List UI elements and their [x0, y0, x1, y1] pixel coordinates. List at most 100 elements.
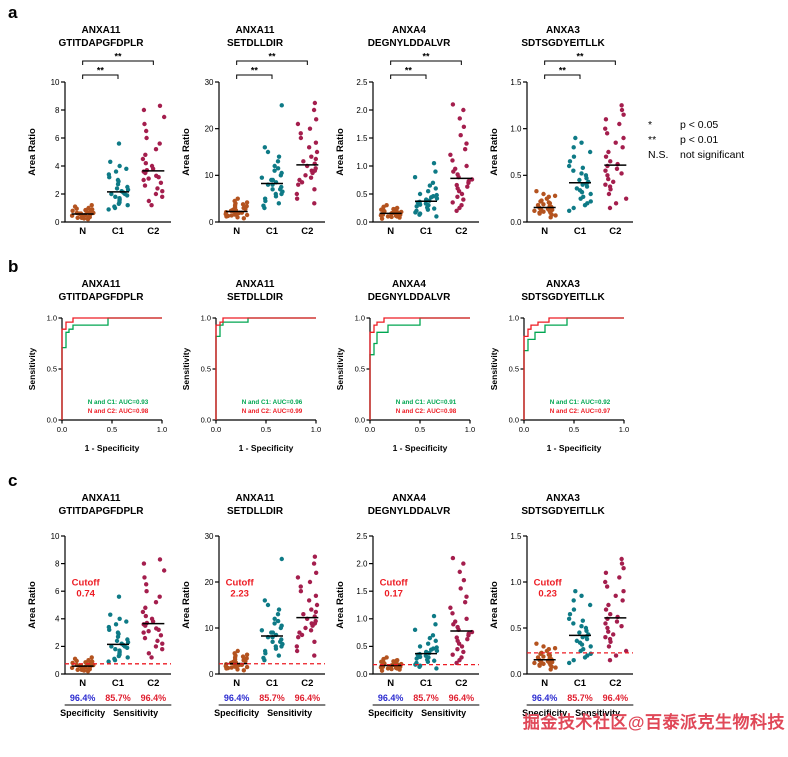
points-C1 [106, 594, 131, 664]
peptide-sequence: DEGNYLDDALVR [367, 292, 451, 303]
protein-name: ANXA4 [392, 279, 426, 290]
x-category-label: C1 [574, 226, 587, 237]
points-N [378, 203, 404, 221]
protein-name: ANXA3 [546, 25, 580, 36]
x-category-label: C1 [574, 678, 587, 689]
y-axis-label: Sensitivity [27, 347, 37, 390]
roc-plot: 0.0 0.5 1.0 0.0 0.5 1.0 Sensitivity 1 - Specifi… [335, 314, 475, 454]
x-tick-label: 1.0 [311, 425, 321, 434]
points-C1 [259, 103, 285, 211]
sensitivity-label: Sensitivity [421, 708, 466, 718]
dot-plot: 0 10 20 30 Area Ratio N C1 C2 ** ** [181, 52, 325, 237]
significance-label: ** [422, 52, 430, 62]
panel-b-charts-row: ANXA11 GTITDAPGFDPLR 0.0 0.5 1.0 0.0 0.5 1.0 S… [0, 276, 788, 454]
x-tick-label: 0.0 [57, 425, 67, 434]
points-C2 [448, 102, 475, 213]
y-tick-label: 0.5 [201, 365, 211, 374]
y-tick-label: 10 [205, 624, 214, 633]
y-tick-label: 0.0 [201, 416, 211, 425]
cutoff-label: Cutoff [380, 578, 409, 589]
legend-symbol: N.S. [648, 149, 669, 161]
points-C1 [259, 556, 285, 663]
axes [215, 535, 325, 675]
chart-title: ANXA4 DEGNYLDDALVR [332, 492, 486, 520]
y-axis-label: Area Ratio [489, 581, 500, 629]
y-tick-label: 1.0 [510, 578, 522, 587]
x-axis-label: 1 - Specificity [393, 443, 448, 453]
panel-b-roc-anxa4-degnylddalvr: ANXA4 DEGNYLDDALVR 0.0 0.5 1.0 0.0 0.5 1.0 Sen… [332, 276, 486, 454]
points-C2 [448, 555, 475, 666]
y-axis-label: Area Ratio [27, 128, 38, 176]
protein-name: ANXA11 [81, 279, 121, 290]
x-category-label: C1 [266, 226, 279, 237]
x-category-label: C2 [301, 226, 313, 237]
cutoff-value: 0.17 [384, 589, 403, 600]
specificity-value: 96.4% [224, 693, 250, 703]
peptide-sequence: SETDLLDIR [226, 38, 284, 49]
protein-name: ANXA11 [81, 25, 121, 36]
x-axis-label: 1 - Specificity [547, 443, 602, 453]
y-axis-label: Sensitivity [489, 347, 499, 390]
x-category-label: C2 [609, 678, 621, 689]
auc-label: N and C1: AUC=0.91 [396, 399, 457, 406]
sensitivity-value-c1: 85.7% [259, 693, 285, 703]
y-tick-label: 1.5 [510, 78, 522, 87]
panel-c-chart-anxa3-sdtsgdyeitllk: ANXA3 SDTSGDYEITLLK 0.0 0.5 1.0 1.5 Area Rat… [486, 490, 640, 728]
sensitivity-label: Sensitivity [267, 708, 312, 718]
auc-label: N and C2: AUC=0.99 [242, 408, 303, 415]
x-tick-label: 0.5 [415, 425, 425, 434]
dot-plot: 0.0 0.5 1.0 1.5 Area Ratio N C1 C2 ** ** [489, 52, 633, 237]
panel-b-label: b [8, 257, 19, 276]
legend-text: p < 0.05 [680, 119, 719, 131]
panel-a-chart-anxa11-gtitdapgfdplr: ANXA11 GTITDAPGFDPLR 0 2 4 6 8 10 Area Ratio N C… [24, 22, 178, 242]
sensitivity-value-c1: 85.7% [567, 693, 593, 703]
y-tick-label: 0.5 [355, 365, 365, 374]
roc-curve-c2 [523, 317, 624, 420]
y-tick-label: 10 [51, 532, 60, 541]
panel-c-charts-row: ANXA11 GTITDAPGFDPLR 0 2 4 6 8 10 Area Ratio N C… [0, 490, 788, 728]
roc-plot: 0.0 0.5 1.0 0.0 0.5 1.0 Sensitivity 1 - Specifi… [489, 314, 629, 454]
points-C2 [603, 103, 629, 211]
y-tick-label: 2.0 [356, 559, 368, 568]
auc-label: N and C1: AUC=0.92 [550, 399, 611, 406]
chart-title: ANXA3 SDTSGDYEITLLK [486, 24, 640, 52]
axes [369, 535, 479, 675]
panel-b-roc-anxa3-sdtsgdyeitllk: ANXA3 SDTSGDYEITLLK 0.0 0.5 1.0 0.0 0.5 1.0 Se… [486, 276, 640, 454]
y-axis-label: Area Ratio [181, 581, 192, 629]
significance-bracket [82, 74, 119, 79]
sensitivity-value-c1: 85.7% [105, 693, 131, 703]
y-tick-label: 1.5 [510, 532, 522, 541]
x-category-label: C2 [301, 678, 313, 689]
peptide-sequence: GTITDAPGFDPLR [58, 506, 144, 517]
y-axis-label: Area Ratio [335, 128, 346, 176]
chart-title: ANXA3 SDTSGDYEITLLK [486, 278, 640, 306]
y-tick-label: 0 [55, 218, 60, 227]
protein-name: ANXA3 [546, 493, 580, 504]
panel-b-roc-anxa11-setdlldir: ANXA11 SETDLLDIR 0.0 0.5 1.0 0.0 0.5 1.0 Sensi… [178, 276, 332, 454]
x-category-label: C2 [147, 678, 159, 689]
y-tick-label: 2 [55, 642, 60, 651]
y-tick-label: 0.0 [356, 670, 368, 679]
roc-curve-c1 [369, 317, 470, 420]
significance-bracket [236, 74, 273, 79]
y-tick-label: 0.5 [356, 642, 368, 651]
panel-a-chart-anxa4-degnylddalvr: ANXA4 DEGNYLDDALVR 0.0 0.5 1.0 1.5 2.0 2.5 Are… [332, 22, 486, 242]
y-tick-label: 0.0 [510, 670, 522, 679]
panel-c: c ANXA11 GTITDAPGFDPLR 0 2 4 6 8 10 Area Ratio… [0, 468, 788, 728]
sensitivity-value-c2: 96.4% [295, 693, 321, 703]
y-tick-label: 1.0 [47, 314, 57, 323]
y-tick-label: 6 [55, 134, 60, 143]
significance-bracket [390, 60, 462, 65]
y-tick-label: 4 [55, 162, 60, 171]
x-category-label: C1 [112, 678, 125, 689]
significance-bracket [544, 60, 616, 65]
x-tick-label: 0.5 [261, 425, 271, 434]
specificity-label: Specificity [522, 708, 567, 718]
specificity-value: 96.4% [70, 693, 96, 703]
y-tick-label: 1.0 [510, 124, 522, 133]
sensitivity-value-c1: 85.7% [413, 693, 439, 703]
axes [523, 535, 633, 675]
y-tick-label: 2.5 [356, 78, 368, 87]
significance-label: ** [405, 66, 413, 76]
